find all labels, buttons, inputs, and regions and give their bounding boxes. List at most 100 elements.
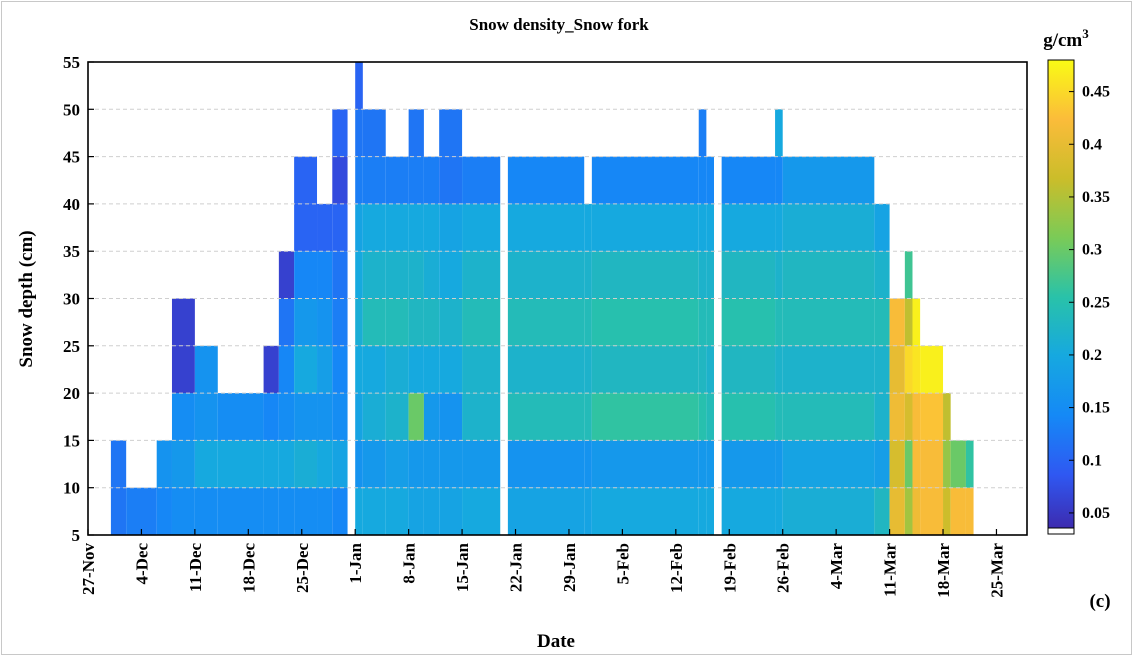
heatmap-cell: [439, 251, 463, 299]
heatmap-cell: [423, 487, 440, 535]
heatmap-cell: [775, 440, 783, 488]
heatmap-cell: [591, 345, 699, 394]
heatmap-cell: [355, 156, 363, 204]
heatmap-cell: [355, 487, 363, 535]
heatmap-cell: [355, 251, 363, 299]
heatmap-cell: [408, 298, 424, 346]
heatmap-cell: [439, 109, 463, 157]
heatmap-cell: [874, 345, 890, 394]
heatmap-cell: [423, 203, 440, 252]
heatmap-cell: [507, 203, 585, 252]
heatmap-cell: [385, 203, 409, 252]
heatmap-cell: [874, 251, 890, 299]
heatmap-cell: [706, 393, 714, 441]
heatmap-cell: [317, 440, 333, 488]
grid-lines: [88, 108, 1027, 489]
heatmap-cell: [782, 393, 875, 441]
heatmap-cell: [423, 440, 440, 488]
heatmap-cell: [156, 440, 172, 488]
heatmap-cell: [462, 345, 501, 394]
heatmap-cell: [943, 440, 951, 488]
heatmap-cell: [591, 393, 699, 441]
heatmap-cell: [904, 440, 913, 488]
heatmap-cell: [874, 203, 890, 252]
heatmap-cell: [171, 393, 195, 441]
heatmap-cell: [775, 203, 783, 252]
heatmap-cell: [889, 298, 905, 346]
heatmap-cell: [126, 487, 157, 535]
heatmap-cell: [362, 156, 386, 204]
y-tick-label: 10: [63, 479, 80, 498]
colorbar-tick-label: 0.45: [1082, 84, 1110, 101]
colorbar-tick-label: 0.3: [1082, 242, 1102, 259]
heatmap-cell: [782, 298, 875, 346]
heatmap-cell: [943, 487, 951, 535]
heatmap-cell: [904, 393, 913, 441]
heatmap-cell: [462, 156, 501, 204]
heatmap-cell: [965, 440, 974, 488]
heatmap-cell: [408, 393, 424, 441]
heatmap-cell: [278, 298, 295, 346]
heatmap-cell: [408, 156, 424, 204]
heatmap-cell: [423, 156, 440, 204]
colorbar-tick-label: 0.35: [1082, 189, 1110, 206]
heatmap-cell: [462, 251, 501, 299]
heatmap-cell: [920, 440, 944, 488]
x-tick-label: 18-Dec: [239, 543, 258, 593]
heatmap-cell: [904, 345, 913, 394]
x-axis-label: Date: [537, 631, 575, 652]
heatmap-cell: [912, 298, 921, 346]
heatmap-cell: [721, 203, 776, 252]
heatmap-cell: [156, 487, 172, 535]
x-tick-label: 8-Jan: [400, 542, 419, 583]
heatmap-cell: [385, 345, 409, 394]
heatmap-cell: [294, 203, 318, 252]
heatmap-cell: [294, 156, 318, 204]
y-tick-label: 50: [63, 100, 80, 119]
heatmap-cell: [171, 440, 195, 488]
heatmap-cell: [775, 487, 783, 535]
heatmap-cell: [171, 345, 195, 394]
heatmap-cell: [263, 440, 279, 488]
heatmap-cell: [889, 487, 905, 535]
colorbar-tick-label: 0.15: [1082, 400, 1110, 417]
heatmap-cell: [782, 440, 875, 488]
heatmap-cell: [698, 203, 707, 252]
heatmap-cell: [721, 345, 776, 394]
heatmap-cell: [423, 345, 440, 394]
heatmap-cell: [706, 440, 714, 488]
y-tick-label: 30: [63, 290, 80, 309]
colorbar: 0.05 0.1 0.15 0.2 0.25 0.3 0.35 0.4 0.45 g/cm3: [1043, 26, 1110, 535]
heatmap-cell: [332, 487, 348, 535]
heatmap-cell: [507, 487, 585, 535]
heatmap-cell: [362, 109, 386, 157]
heatmap-cell: [408, 440, 424, 488]
heatmap-cell: [408, 345, 424, 394]
heatmap-cell: [782, 203, 875, 252]
y-tick-label: 5: [72, 526, 81, 545]
x-tick-label: 26-Feb: [774, 543, 793, 593]
heatmap-cell: [278, 487, 295, 535]
heatmap-cell: [263, 393, 279, 441]
heatmap-cell: [462, 298, 501, 346]
heatmap-cell: [706, 345, 714, 394]
heatmap-cell: [217, 393, 264, 441]
heatmap-cell: [912, 487, 921, 535]
heatmap-cell: [904, 487, 913, 535]
heatmap-cell: [194, 393, 218, 441]
heatmap-cell: [439, 393, 463, 441]
heatmap-cell: [171, 487, 195, 535]
heatmap-cell: [332, 203, 348, 252]
heatmap-cell: [317, 251, 333, 299]
heatmap-cell: [362, 203, 386, 252]
heatmap-cell: [775, 156, 783, 204]
heatmap-cell: [355, 393, 363, 441]
heatmap-cell: [355, 440, 363, 488]
heatmap-cell: [706, 251, 714, 299]
heatmap-cell: [584, 440, 592, 488]
y-tick-label: 15: [63, 431, 80, 450]
colorbar-tick-label: 0.1: [1082, 452, 1102, 469]
heatmap-cell: [698, 393, 707, 441]
heatmap-cell: [950, 487, 966, 535]
